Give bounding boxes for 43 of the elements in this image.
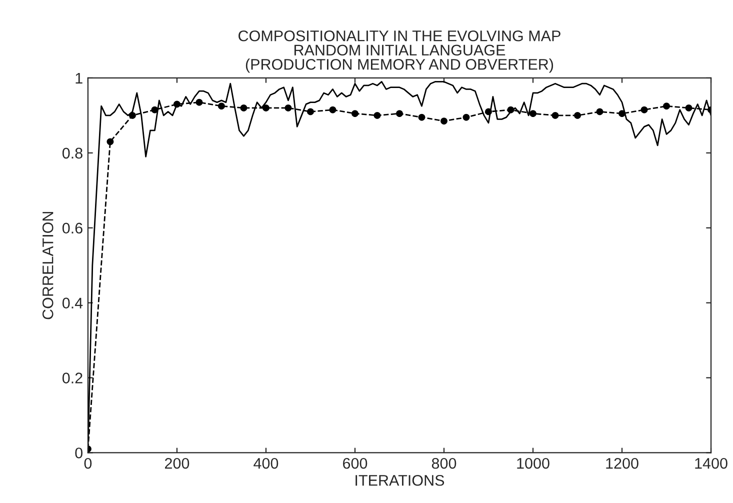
- point: [151, 106, 158, 114]
- point: [329, 106, 336, 114]
- point: [352, 110, 358, 118]
- point: [552, 112, 559, 119]
- x-axis-title: ITERATIONS: [356, 474, 444, 486]
- point: [106, 138, 114, 146]
- y-tick-label: 0.6: [62, 222, 82, 234]
- point: [485, 108, 492, 116]
- point: [196, 98, 203, 106]
- chart-title: COMPOSITIONALITY IN THE EVOLVING MAP RANDOM INITIAL LANGUAGE (PRODUCTION MEMORY AND OBVERTER): [238, 30, 560, 73]
- x-tick-label: 1400: [695, 458, 728, 469]
- point: [530, 110, 536, 118]
- y-tick-label: 0.2: [62, 372, 82, 384]
- x-tick-label: 0: [84, 458, 92, 469]
- point: [574, 112, 581, 119]
- point: [596, 108, 604, 116]
- point: [685, 104, 692, 112]
- x-tick-label: 1200: [606, 458, 638, 469]
- point: [663, 102, 670, 110]
- point: [396, 110, 403, 118]
- point: [507, 106, 514, 114]
- point: [374, 112, 381, 119]
- point: [462, 114, 470, 121]
- x-tick-label: 400: [254, 458, 278, 469]
- point: [240, 104, 248, 112]
- y-tick-label: 1: [76, 72, 82, 84]
- point: [284, 104, 292, 112]
- x-tick-label: 600: [343, 458, 368, 469]
- point: [128, 112, 136, 119]
- y-axis-title: CORRELATION: [42, 212, 54, 320]
- y-tick-label: 0.4: [62, 298, 83, 308]
- x-tick-label: 800: [432, 458, 456, 469]
- point: [307, 108, 314, 116]
- point: [440, 118, 448, 125]
- y-tick-label: 0: [75, 448, 82, 458]
- y-tick-label: 0.8: [62, 148, 82, 159]
- point: [418, 114, 426, 121]
- point: [218, 102, 225, 110]
- point: [262, 104, 270, 112]
- x-tick-label: 1000: [517, 458, 550, 469]
- point: [640, 106, 648, 114]
- x-tick-label: 200: [164, 458, 190, 469]
- point: [618, 110, 626, 118]
